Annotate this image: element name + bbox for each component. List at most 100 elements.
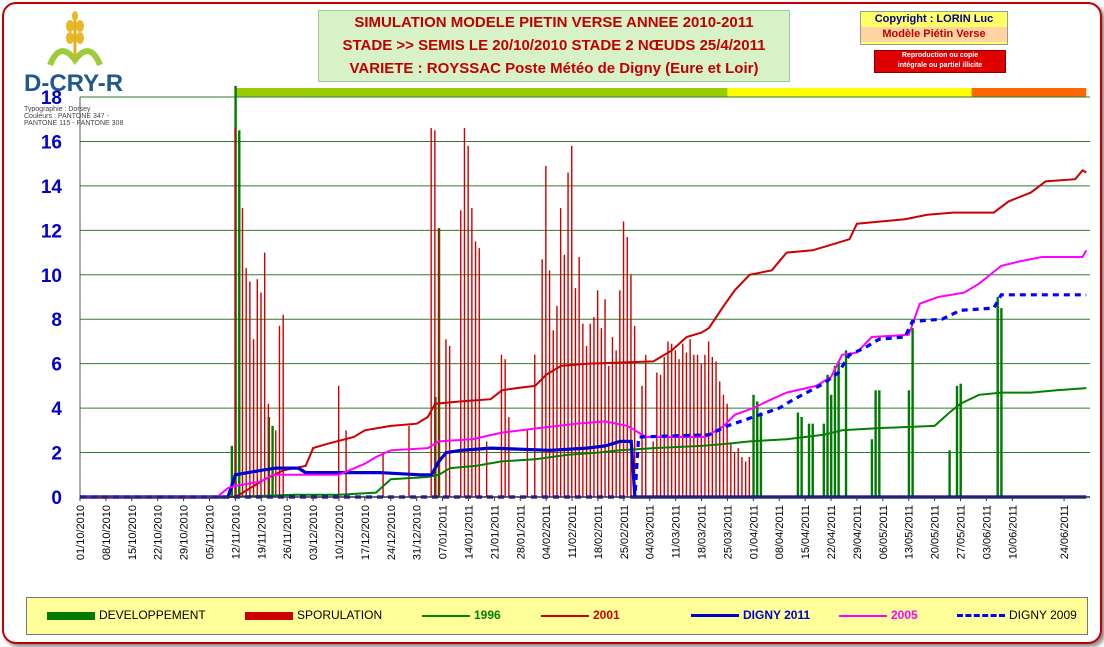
y-tick-label: 0 — [51, 488, 62, 509]
bar — [837, 361, 840, 497]
bar — [460, 210, 462, 498]
bar — [271, 425, 274, 497]
stage-bar — [235, 88, 728, 97]
legend-swatch — [541, 615, 589, 617]
bar — [548, 270, 551, 497]
bar — [1000, 308, 1003, 497]
legend-label: SPORULATION — [297, 608, 383, 622]
bar — [844, 350, 848, 497]
x-tick-label: 12/11/2010 — [230, 505, 242, 559]
x-tick-label: 08/10/2010 — [101, 505, 113, 560]
logo-caption-line: Couleurs : PANTONE 347 - PANTONE 115 - P… — [24, 113, 124, 127]
bar — [730, 443, 732, 497]
bar — [471, 208, 473, 497]
x-tick-label: 07/01/2011 — [438, 505, 450, 559]
y-tick-label: 12 — [41, 221, 62, 242]
bar — [870, 439, 874, 497]
legend-label: 2001 — [593, 608, 620, 622]
x-tick-label: 06/05/2011 — [878, 505, 890, 559]
x-tick-label: 11/02/2011 — [567, 505, 579, 558]
x-tick-label: 01/04/2011 — [748, 505, 760, 559]
bar — [700, 363, 702, 497]
bar — [685, 352, 688, 497]
stage-bar — [727, 88, 972, 97]
x-tick-label: 26/11/2010 — [282, 505, 294, 559]
bar — [641, 385, 643, 497]
x-tick-label: 05/11/2010 — [204, 505, 216, 559]
series-line — [80, 387, 1087, 498]
bar — [382, 452, 384, 497]
series-line — [80, 249, 1088, 498]
bar — [822, 423, 826, 497]
bar — [996, 297, 999, 497]
bar — [278, 325, 281, 497]
bar — [282, 314, 284, 497]
copyright-text: Copyright : LORIN Luc — [874, 13, 994, 25]
bar — [756, 401, 759, 497]
series-line — [80, 168, 1087, 498]
bar — [726, 403, 728, 497]
bar — [759, 412, 763, 497]
y-tick-label: 2 — [51, 444, 62, 465]
bar — [689, 339, 691, 497]
bar — [500, 354, 503, 497]
bar — [578, 257, 580, 497]
bar — [267, 403, 270, 497]
reproduction-warning: Reproduction ou copie intégrale ou parti… — [874, 50, 1006, 73]
bar — [563, 254, 566, 497]
x-tick-label: 29/10/2010 — [179, 505, 191, 560]
bar — [526, 430, 529, 497]
x-tick-label: 13/05/2011 — [904, 505, 916, 559]
bar — [437, 228, 440, 497]
x-tick-label: 14/01/2011 — [463, 505, 475, 559]
bar — [737, 448, 739, 497]
bar — [752, 394, 755, 497]
bar — [241, 208, 244, 497]
bar — [559, 208, 562, 497]
bar — [545, 165, 547, 497]
bar — [345, 430, 347, 497]
bar — [622, 221, 625, 497]
bar — [238, 130, 241, 498]
bar — [596, 290, 599, 497]
bar — [667, 341, 669, 497]
bar — [608, 365, 610, 497]
bar — [722, 394, 725, 497]
logo-caption: Typographie : Dorsey Couleurs : PANTONE … — [24, 106, 128, 127]
x-tick-label: 28/01/2011 — [515, 505, 527, 559]
bar — [474, 241, 477, 497]
bar — [674, 350, 677, 497]
bar — [955, 385, 959, 497]
bar — [504, 359, 506, 497]
bar — [600, 328, 603, 497]
x-tick-label: 11/03/2011 — [671, 505, 683, 558]
x-tick-label: 22/10/2010 — [153, 505, 165, 560]
bar — [463, 128, 466, 497]
bar — [534, 354, 536, 497]
bar — [571, 145, 573, 497]
bar — [670, 343, 673, 497]
bar — [796, 412, 800, 497]
logo: D-CRY-R Typographie : Dorsey Couleurs : … — [20, 10, 128, 127]
bar — [704, 354, 706, 497]
title-line-3: VARIETE : ROYSSAC Poste Météo de Digny (… — [349, 60, 759, 77]
bar — [430, 128, 432, 497]
bar — [630, 274, 632, 497]
bar — [556, 305, 558, 497]
bar — [408, 425, 410, 497]
bar — [589, 323, 591, 497]
bar — [256, 279, 258, 497]
bar — [263, 252, 266, 497]
bar — [948, 450, 951, 497]
legend-swatch — [245, 612, 293, 620]
bar — [707, 341, 710, 497]
bar — [652, 441, 654, 497]
bar — [448, 345, 451, 497]
model-name: Modèle Piétin Verse — [861, 27, 1007, 42]
bar — [811, 423, 814, 497]
bar — [567, 172, 569, 498]
x-tick-label: 15/10/2010 — [127, 505, 139, 560]
bar — [826, 374, 829, 497]
x-tick-label: 03/12/2010 — [308, 505, 320, 560]
